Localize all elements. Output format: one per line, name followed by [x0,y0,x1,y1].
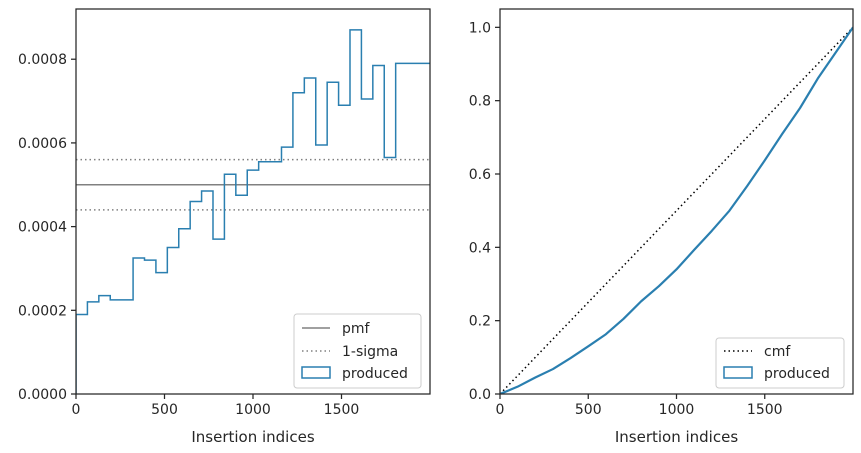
y-tick-label: 0.4 [469,240,491,256]
y-tick-label: 0.0 [469,387,491,403]
x-tick-label: 1000 [235,402,271,418]
x-tick-label: 1000 [659,402,695,418]
right-axes-frame [499,8,854,395]
legend-sigma-label: 1-sigma [342,344,398,360]
legend-cmf-label: cmf [764,344,791,360]
x-tick-label: 0 [496,402,505,418]
left-plot-pmf: 0 500 1000 1500 0.0000 0.0002 0.0004 0.0006 0.00… [18,8,431,446]
left-data-area [76,29,430,394]
legend-produced-swatch [723,366,753,379]
right-plot-cmf: 0 500 1000 1500 0.0 0.2 0.4 0.6 0.8 1.0 Insertion … [469,8,854,446]
y-tick-label: 0.8 [469,94,491,110]
cmf-line [500,26,853,394]
right-data-area [500,26,853,394]
x-tick-label: 1500 [324,402,360,418]
produced-step-histogram [76,29,430,394]
x-tick-label: 500 [575,402,602,418]
y-tick-label: 0.0006 [18,136,67,152]
legend-pmf-label: pmf [342,321,371,337]
y-tick-label: 0.6 [469,167,491,183]
produced-cumulative-line [500,26,853,394]
legend-produced-swatch [301,366,331,379]
x-tick-label: 500 [151,402,178,418]
y-tick-label: 1.0 [469,20,491,36]
y-tick-label: 0.0004 [18,220,67,236]
x-tick-label: 0 [72,402,81,418]
left-legend: pmf 1-sigma produced [293,313,422,389]
legend-produced-label: produced [764,366,830,382]
legend-produced-label: produced [342,366,408,382]
y-tick-label: 0.2 [469,314,491,330]
left-legend-box [293,313,422,389]
x-tick-label: 1500 [747,402,783,418]
y-tick-label: 0.0008 [18,52,67,68]
y-tick-label: 0.0002 [18,303,67,319]
y-tick-label: 0.0000 [18,387,67,403]
x-axis-label: Insertion indices [191,428,314,446]
right-legend: cmf produced [715,337,845,389]
x-axis-label: Insertion indices [615,428,738,446]
